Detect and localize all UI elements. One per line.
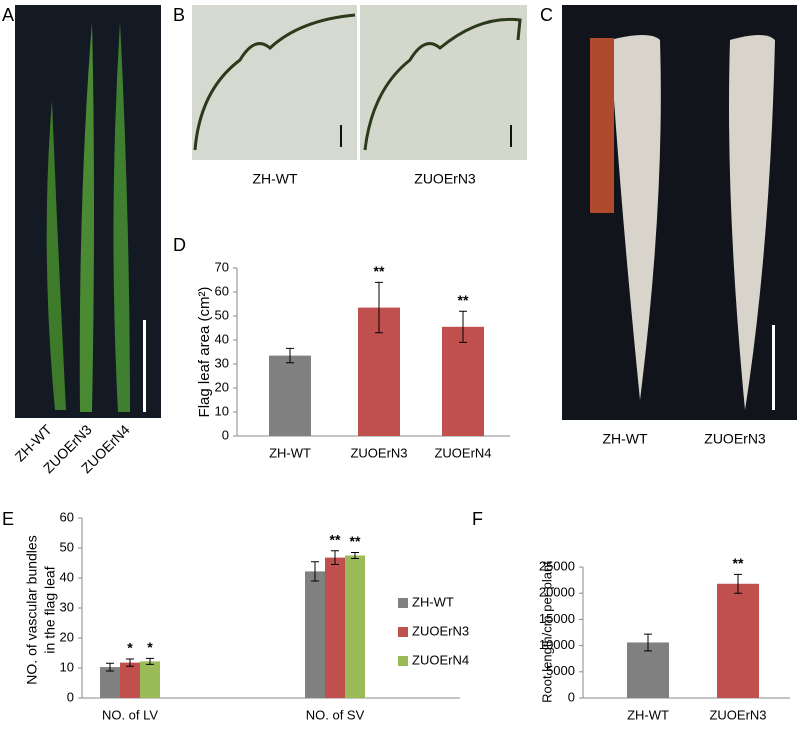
y-tick-label: 0 (222, 427, 229, 442)
error-bar (311, 561, 319, 582)
root (729, 35, 775, 410)
x-tick-label: ZUOErN3 (350, 445, 407, 460)
y-tick-label: 10 (60, 659, 74, 674)
significance: * (147, 639, 153, 655)
y-tick-label: 70 (215, 259, 229, 274)
legend-label: ZUOErN3 (412, 623, 469, 638)
root (610, 35, 661, 400)
panel-label: C (540, 5, 553, 25)
y-axis-title: NO. of vascular bundles (24, 535, 40, 684)
y-tick-label: 5000 (546, 663, 575, 678)
legend-swatch (398, 598, 408, 608)
significance: ** (458, 292, 469, 308)
panel-label: F (472, 509, 483, 529)
y-tick-label: 30 (60, 599, 74, 614)
y-tick-label: 10000 (539, 637, 575, 652)
y-tick-label: 60 (215, 283, 229, 298)
section-outline (363, 17, 522, 151)
legend-swatch (398, 656, 408, 666)
error-bar (375, 281, 383, 334)
section-outline (193, 13, 356, 151)
x-tick-label: ZUOErN3 (709, 707, 766, 722)
x-tick-label: NO. of SV (306, 707, 365, 722)
x-tick-label: NO. of LV (102, 707, 158, 722)
legend-label: ZH-WT (412, 594, 454, 609)
error-bar (286, 347, 294, 364)
error-bar (106, 662, 114, 672)
significance: * (127, 640, 133, 656)
bar (345, 555, 365, 698)
x-tick-label: ZH-WT (627, 707, 669, 722)
leaf (79, 22, 94, 412)
y-tick-label: 25000 (539, 558, 575, 573)
y-tick-label: 20 (215, 379, 229, 394)
y-tick-label: 0 (67, 689, 74, 704)
ruler (590, 38, 614, 213)
significance: ** (733, 555, 744, 571)
error-bar (126, 658, 134, 667)
caption: ZH-WT (252, 171, 298, 187)
scale-bar (510, 125, 512, 147)
y-tick-label: 15000 (539, 611, 575, 626)
y-tick-label: 20000 (539, 585, 575, 600)
panel-label: E (2, 509, 14, 529)
y-tick-label: 40 (215, 331, 229, 346)
bar (269, 355, 311, 436)
legend-swatch (398, 627, 408, 637)
caption: ZUOErN3 (704, 431, 766, 447)
y-tick-label: 30 (215, 355, 229, 370)
y-tick-label: 60 (60, 509, 74, 524)
caption: ZUOErN3 (414, 171, 476, 187)
legend-label: ZUOErN4 (412, 652, 469, 667)
y-axis-title: Root length/cm per plant (539, 561, 554, 703)
y-tick-label: 40 (60, 569, 74, 584)
y-tick-label: 0 (568, 689, 575, 704)
y-axis-title: in the flag leaf (42, 566, 58, 653)
bar (140, 661, 160, 698)
error-bar (459, 310, 467, 343)
y-axis-title: Flag leaf area (cm²) (196, 287, 213, 418)
bar (100, 667, 120, 698)
caption: ZH-WT (602, 431, 648, 447)
error-bar (331, 550, 339, 565)
significance: ** (330, 531, 341, 547)
panel-label: B (173, 5, 185, 25)
error-bar (734, 573, 742, 594)
x-tick-label: ZH-WT (269, 445, 311, 460)
scale-bar (143, 320, 146, 412)
bar (442, 326, 484, 436)
y-tick-label: 50 (215, 307, 229, 322)
y-tick-label: 10 (215, 403, 229, 418)
significance: ** (350, 533, 361, 549)
scale-bar (772, 325, 775, 410)
bar (325, 557, 345, 698)
bar (717, 583, 759, 698)
significance: ** (374, 263, 385, 279)
error-bar (351, 552, 359, 559)
bar (627, 642, 669, 698)
leaf (113, 22, 130, 412)
photo-section (360, 5, 527, 160)
y-tick-label: 50 (60, 539, 74, 554)
scale-bar (340, 125, 342, 147)
y-tick-label: 20 (60, 629, 74, 644)
bar (120, 662, 140, 698)
x-tick-label: ZUOErN4 (434, 445, 491, 460)
panel-label: A (2, 5, 14, 25)
error-bar (644, 633, 652, 652)
leaf (46, 100, 66, 410)
panel-label: D (173, 235, 186, 255)
error-bar (146, 657, 154, 665)
bar (305, 571, 325, 698)
